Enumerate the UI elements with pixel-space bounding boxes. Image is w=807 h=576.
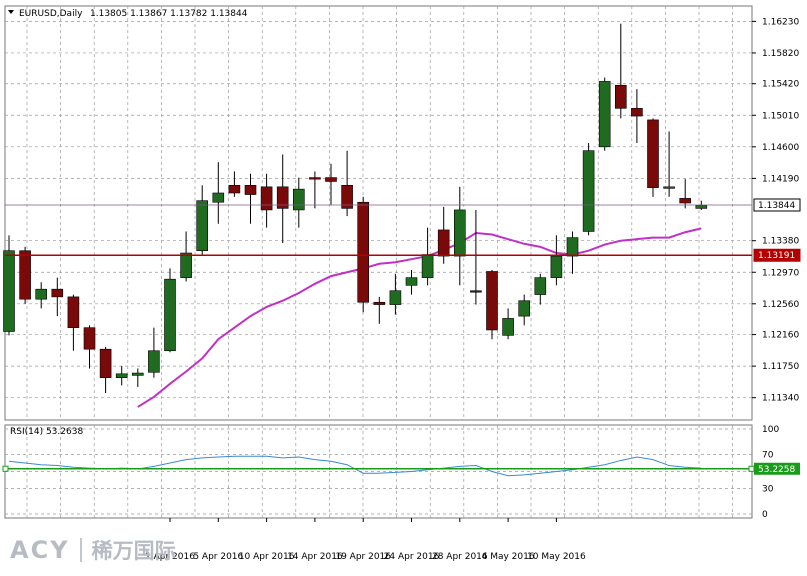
- bullish-candle: [453, 209, 466, 257]
- bearish-candle: [99, 348, 112, 378]
- price-tick-label: 1.12970: [762, 268, 799, 278]
- bearish-candle: [341, 184, 353, 209]
- bullish-candle: [518, 300, 531, 317]
- bearish-candle: [309, 177, 321, 180]
- rsi-tick-label: 30: [762, 485, 774, 495]
- bullish-candle: [196, 200, 208, 252]
- watermark-brand: ACY: [10, 536, 70, 564]
- price-tick-label: 1.16230: [762, 17, 799, 27]
- bullish-candle: [598, 81, 611, 148]
- bearish-candle: [67, 296, 80, 328]
- price-tick-label: 1.14600: [762, 143, 799, 153]
- price-tick-label: 1.15820: [762, 49, 799, 59]
- rsi-tick-label: 70: [762, 451, 774, 461]
- date-tick-label: 19 Apr 2016: [335, 552, 391, 562]
- watermark-separator: [79, 538, 82, 562]
- bearish-candle: [276, 186, 289, 209]
- moving-average-line: [137, 227, 702, 408]
- bullish-candle: [502, 318, 514, 336]
- bearish-candle: [679, 198, 692, 204]
- support-price-tag: [753, 248, 801, 262]
- bullish-candle: [292, 188, 305, 211]
- date-tick-label: 10 Apr 2016: [239, 552, 295, 562]
- date-tick-label: 14 Apr 2016: [287, 552, 343, 562]
- bullish-candle: [550, 255, 563, 278]
- bearish-candle: [486, 271, 498, 331]
- bullish-candle: [132, 372, 144, 376]
- bearish-candle: [614, 84, 627, 109]
- rsi-level-tag: [754, 462, 800, 475]
- bearish-candle: [260, 186, 273, 211]
- bullish-candle: [695, 205, 708, 209]
- ohlc-readout: 1.13805 1.13867 1.13782 1.13844: [90, 9, 248, 19]
- bullish-candle: [148, 350, 160, 373]
- bullish-candle: [405, 277, 418, 286]
- price-tick-label: 1.12160: [762, 331, 799, 341]
- price-tick-label: 1.15010: [762, 111, 799, 121]
- bearish-candle: [357, 201, 370, 303]
- main-panel-frame: [4, 5, 753, 421]
- rsi-title: RSI(14) 53.2638: [10, 427, 83, 437]
- date-tick-label: 1 Apr 2016: [145, 552, 195, 562]
- chevron-down-icon: [8, 10, 14, 14]
- date-tick-label: 24 Apr 2016: [384, 552, 440, 562]
- bullish-candle: [164, 278, 176, 352]
- bearish-candle: [51, 288, 64, 298]
- rsi-level-handle-right: [748, 465, 755, 472]
- bearish-candle: [437, 229, 450, 257]
- bullish-candle: [212, 192, 225, 203]
- price-tick-label: 1.14190: [762, 174, 799, 184]
- bearish-candle: [631, 108, 643, 117]
- bearish-candle: [470, 290, 482, 293]
- bullish-candle: [389, 290, 402, 305]
- current-price-tag: [753, 198, 801, 212]
- bullish-candle: [115, 373, 128, 378]
- date-tick-label: 5 Apr 2016: [193, 552, 243, 562]
- bullish-candle: [180, 252, 192, 278]
- bearish-candle: [244, 184, 257, 195]
- bullish-candle: [566, 237, 579, 257]
- price-tick-label: 1.11340: [762, 394, 799, 404]
- date-tick-label: 28 Apr 2016: [432, 552, 488, 562]
- date-tick-label: 10 May 2016: [527, 552, 586, 562]
- rsi-level-handle-left: [2, 465, 9, 472]
- watermark-cjk: 稀万国际: [91, 539, 176, 563]
- date-tick-label: 4 May 2016: [482, 552, 535, 562]
- bearish-candle: [325, 177, 337, 182]
- rsi-level-label: 53.2258: [758, 465, 795, 475]
- symbol-label: EURUSD,Daily: [19, 9, 83, 19]
- price-tick-label: 1.11750: [762, 362, 799, 372]
- bullish-candle: [35, 288, 48, 300]
- bullish-candle: [421, 254, 434, 278]
- bullish-candle: [663, 186, 675, 189]
- bearish-candle: [647, 119, 659, 188]
- price-tick-label: 1.15420: [762, 80, 799, 90]
- support-price-label: 1.13191: [758, 251, 795, 261]
- bearish-candle: [228, 184, 241, 194]
- bearish-candle: [373, 301, 386, 305]
- current-price-label: 1.13844: [758, 201, 795, 211]
- watermark-logo: ACY 稀万国际: [10, 535, 176, 565]
- bearish-candle: [83, 327, 96, 350]
- bullish-candle: [3, 250, 15, 332]
- bullish-candle: [582, 150, 595, 232]
- bullish-candle: [534, 277, 547, 295]
- rsi-tick-label: 100: [762, 425, 779, 435]
- bearish-candle: [19, 250, 31, 300]
- price-tick-label: 1.12560: [762, 300, 799, 310]
- rsi-tick-label: 0: [762, 510, 768, 520]
- price-tick-label: 1.13380: [762, 237, 799, 247]
